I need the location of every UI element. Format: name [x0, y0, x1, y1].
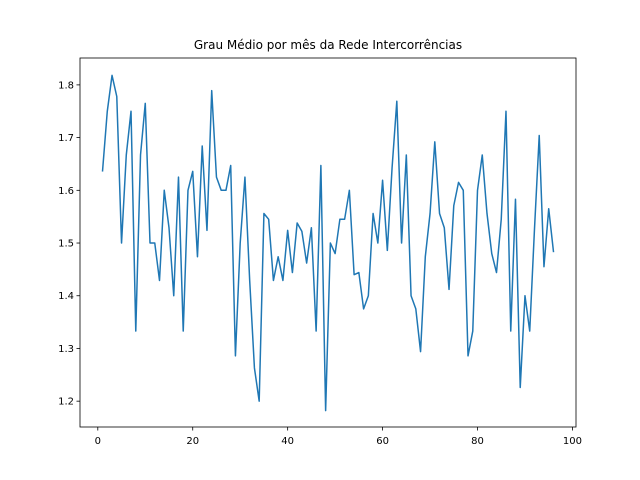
y-axis: 1.2 1.3 1.4 1.5 1.6 1.7 1.8 — [58, 80, 80, 408]
y-tick-label: 1.8 — [58, 80, 74, 91]
x-tick-label: 60 — [376, 436, 389, 447]
y-tick-label: 1.5 — [58, 239, 74, 250]
x-tick-label: 0 — [95, 436, 101, 447]
y-tick-label: 1.6 — [58, 186, 74, 197]
y-tick-label: 1.3 — [58, 344, 74, 355]
y-tick-label: 1.7 — [58, 133, 74, 144]
y-tick-label: 1.4 — [58, 291, 74, 302]
x-tick-label: 80 — [471, 436, 484, 447]
series-line — [101, 74, 555, 412]
axes-frame — [79, 57, 577, 428]
chart-title: Grau Médio por mês da Rede Intercorrênci… — [194, 38, 462, 52]
y-tick-label: 1.2 — [58, 397, 74, 408]
x-tick-label: 40 — [281, 436, 294, 447]
x-tick-label: 20 — [186, 436, 199, 447]
x-axis: 0 20 40 60 80 100 — [95, 427, 582, 447]
plot-area: 0 20 40 60 80 100 1.2 1.3 1.4 1.5 1.6 1.7 1.8 — [58, 57, 582, 447]
x-tick-label: 100 — [563, 436, 582, 447]
